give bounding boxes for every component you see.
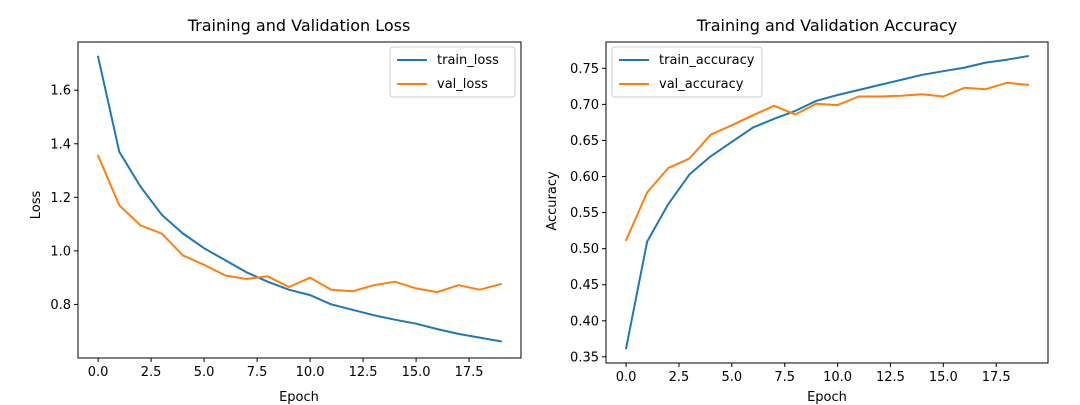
loss-chart-title: Training and Validation Loss [187, 16, 411, 35]
loss-chart: Training and Validation Loss Epoch Loss … [29, 16, 522, 405]
loss-xtick-label: 5.0 [194, 365, 215, 380]
accuracy-ytick-label: 0.75 [570, 62, 599, 77]
accuracy-xtick-label: 17.5 [982, 370, 1011, 385]
val-accuracy-line [624, 81, 1029, 242]
train-loss-line [96, 55, 503, 343]
loss-ytick-label: 0.8 [50, 298, 71, 313]
loss-xtick-label: 10.0 [296, 365, 325, 380]
loss-xtick-label: 17.5 [455, 365, 484, 380]
legend-label-val-accuracy: val_accuracy [659, 77, 744, 92]
loss-chart-ticks: 0.0 2.5 5.0 7.5 10.0 12.5 15.0 17.5 0.8 1.0 1.2 1.4… [50, 84, 483, 380]
loss-ytick-label: 1.2 [50, 191, 71, 206]
accuracy-xtick-label: 0.0 [616, 370, 637, 385]
accuracy-chart: Training and Validation Accuracy Epoch A… [545, 16, 1049, 405]
loss-xtick-label: 0.0 [88, 365, 109, 380]
loss-chart-series [96, 55, 503, 343]
loss-chart-xlabel: Epoch [279, 390, 319, 405]
accuracy-chart-ylabel: Accuracy [545, 171, 560, 231]
accuracy-xtick-label: 15.0 [929, 370, 958, 385]
accuracy-ytick-label: 0.65 [570, 134, 599, 149]
loss-ytick-label: 1.6 [50, 84, 71, 99]
accuracy-ytick-label: 0.55 [570, 206, 599, 221]
accuracy-chart-legend: train_accuracy val_accuracy [611, 46, 763, 98]
accuracy-ytick-label: 0.45 [570, 278, 599, 293]
legend-label-train-accuracy: train_accuracy [659, 53, 755, 68]
loss-xtick-label: 2.5 [141, 365, 162, 380]
accuracy-chart-series [624, 54, 1030, 350]
accuracy-xtick-label: 12.5 [876, 370, 905, 385]
accuracy-ytick-label: 0.40 [570, 314, 599, 329]
legend-box [611, 46, 763, 98]
loss-ytick-label: 1.0 [50, 244, 71, 259]
loss-xtick-label: 7.5 [247, 365, 268, 380]
accuracy-xtick-label: 7.5 [774, 370, 795, 385]
loss-xtick-label: 15.0 [402, 365, 431, 380]
loss-chart-frame [77, 41, 522, 359]
accuracy-chart-title: Training and Validation Accuracy [696, 16, 958, 35]
accuracy-ytick-label: 0.50 [570, 242, 599, 257]
accuracy-ytick-label: 0.35 [570, 350, 599, 365]
val-loss-line [96, 154, 503, 294]
loss-chart-ylabel: Loss [29, 191, 44, 220]
accuracy-chart-frame [605, 41, 1049, 364]
accuracy-xtick-label: 5.0 [721, 370, 742, 385]
accuracy-ytick-label: 0.70 [570, 98, 599, 113]
accuracy-ytick-label: 0.60 [570, 170, 599, 185]
train-accuracy-line [624, 54, 1030, 350]
accuracy-chart-ticks: 0.0 2.5 5.0 7.5 10.0 12.5 15.0 17.5 0.35 0.40 0.45… [570, 62, 1011, 385]
loss-chart-legend: train_loss val_loss [389, 46, 516, 98]
loss-xtick-label: 12.5 [349, 365, 378, 380]
accuracy-xtick-label: 2.5 [669, 370, 690, 385]
accuracy-chart-xlabel: Epoch [807, 390, 847, 405]
accuracy-xtick-label: 10.0 [823, 370, 852, 385]
legend-label-val-loss: val_loss [437, 77, 488, 92]
legend-label-train-loss: train_loss [437, 53, 499, 68]
loss-ytick-label: 1.4 [50, 137, 71, 152]
